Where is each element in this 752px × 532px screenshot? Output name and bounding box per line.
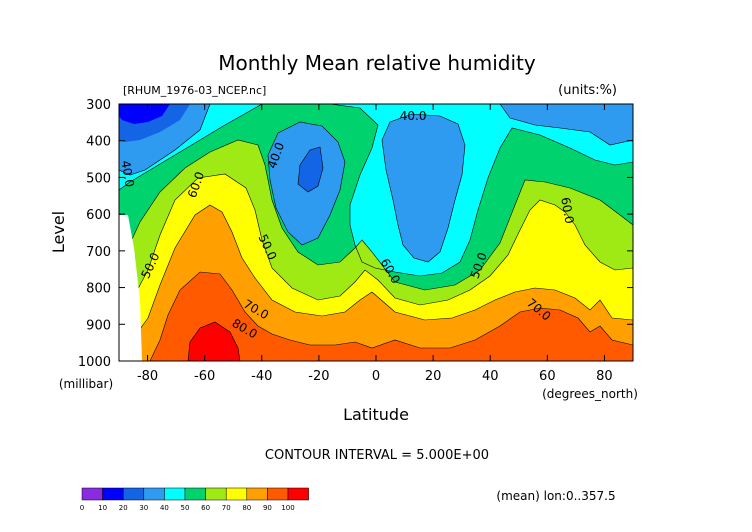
fill-level-20-center xyxy=(298,147,323,192)
y-tick-label: 800 xyxy=(86,282,111,297)
contour-line xyxy=(119,139,633,291)
x-tick-label: 40 xyxy=(482,369,499,384)
y-tick-label: 900 xyxy=(86,318,111,333)
colorbar-swatch xyxy=(246,487,268,501)
y-tick-label: 700 xyxy=(86,245,111,260)
units-label: (units:%) xyxy=(558,83,617,98)
x-tick-label: -80 xyxy=(137,369,158,384)
colorbar-swatch xyxy=(122,487,145,501)
colorbar-swatch xyxy=(164,487,186,501)
contour-line xyxy=(119,173,633,321)
colorbar-swatch xyxy=(184,487,206,501)
x-tick-label: 80 xyxy=(596,369,613,384)
contour-label: 60.0 xyxy=(558,196,576,225)
x-tick-label: -40 xyxy=(251,369,272,384)
x-tick-label: 0 xyxy=(372,369,380,384)
y-tick-label: 400 xyxy=(86,135,111,150)
colorbar-tick-label: 10 xyxy=(98,504,107,512)
colorbar-swatch xyxy=(287,487,309,501)
contour-line xyxy=(119,104,263,191)
contour-line xyxy=(149,271,633,361)
colorbar-swatch xyxy=(267,487,289,501)
contour-label: 40.0 xyxy=(400,109,427,123)
colorbar-swatch xyxy=(225,487,248,501)
contour-line xyxy=(187,321,241,361)
fill-level-100-patch xyxy=(188,322,240,361)
colorbar-tick-label: 80 xyxy=(242,504,251,512)
contour-lines xyxy=(119,104,633,361)
contour-line xyxy=(297,146,324,193)
colorbar-swatch xyxy=(205,487,227,501)
colorbar-tick-label: 70 xyxy=(222,504,231,512)
file-label: [RHUM_1976-03_NCEP.nc] xyxy=(123,84,266,97)
colorbar-tick-label: 90 xyxy=(263,504,272,512)
colorbar-swatch xyxy=(81,487,103,501)
contour-interval-text: CONTOUR INTERVAL = 5.000E+00 xyxy=(265,448,489,463)
colorbar-tick-label: 50 xyxy=(181,504,190,512)
y-tick-label: 300 xyxy=(86,98,111,113)
y-tick-label: 500 xyxy=(86,171,111,186)
colorbar-tick-label: 0 xyxy=(80,504,84,512)
contour-line xyxy=(329,104,633,277)
y-axis-units: (millibar) xyxy=(59,377,113,391)
fill-level-30-top-right xyxy=(500,104,633,145)
contour-line xyxy=(131,204,633,341)
colorbar-swatch xyxy=(143,487,165,501)
x-tick-label: -60 xyxy=(194,369,215,384)
y-tick-label: 600 xyxy=(86,208,111,223)
x-tick-label: 60 xyxy=(539,369,556,384)
contour-label: 40.0 xyxy=(118,159,136,188)
fill-level-30-center-right xyxy=(382,114,465,262)
contour-line xyxy=(499,104,633,146)
y-tick-label: 1000 xyxy=(78,355,111,370)
x-tick-label: -20 xyxy=(308,369,329,384)
colorbar-tick-label: 30 xyxy=(139,504,148,512)
contour-line xyxy=(119,104,211,176)
contour-fills xyxy=(119,104,633,361)
colorbar-swatch xyxy=(102,487,124,501)
colorbar-tick-label: 100 xyxy=(281,504,294,512)
y-axis-label: Level xyxy=(49,211,68,253)
y-axis-ticks: 300 400 500 600 700 800 900 1000 xyxy=(78,98,633,370)
chart-title: Monthly Mean relative humidity xyxy=(218,51,536,75)
x-axis-units: (degrees_north) xyxy=(542,387,638,401)
fill-level-10-top-left xyxy=(119,104,170,124)
footer-note: (mean) lon:0..357.5 xyxy=(496,489,615,503)
x-axis-label: Latitude xyxy=(343,405,409,424)
colorbar-tick-label: 60 xyxy=(201,504,210,512)
colorbar-tick-label: 20 xyxy=(119,504,128,512)
x-axis-ticks: -80 -60 -40 -20 0 20 40 60 80 xyxy=(137,104,613,384)
colorbar-tick-label: 40 xyxy=(160,504,169,512)
x-tick-label: 20 xyxy=(425,369,442,384)
fill-level-90-field xyxy=(119,272,633,361)
contour-line xyxy=(267,121,346,246)
contour-line xyxy=(381,113,466,263)
colorbar: 0 10 20 30 40 50 60 70 80 90 100 xyxy=(80,487,309,512)
